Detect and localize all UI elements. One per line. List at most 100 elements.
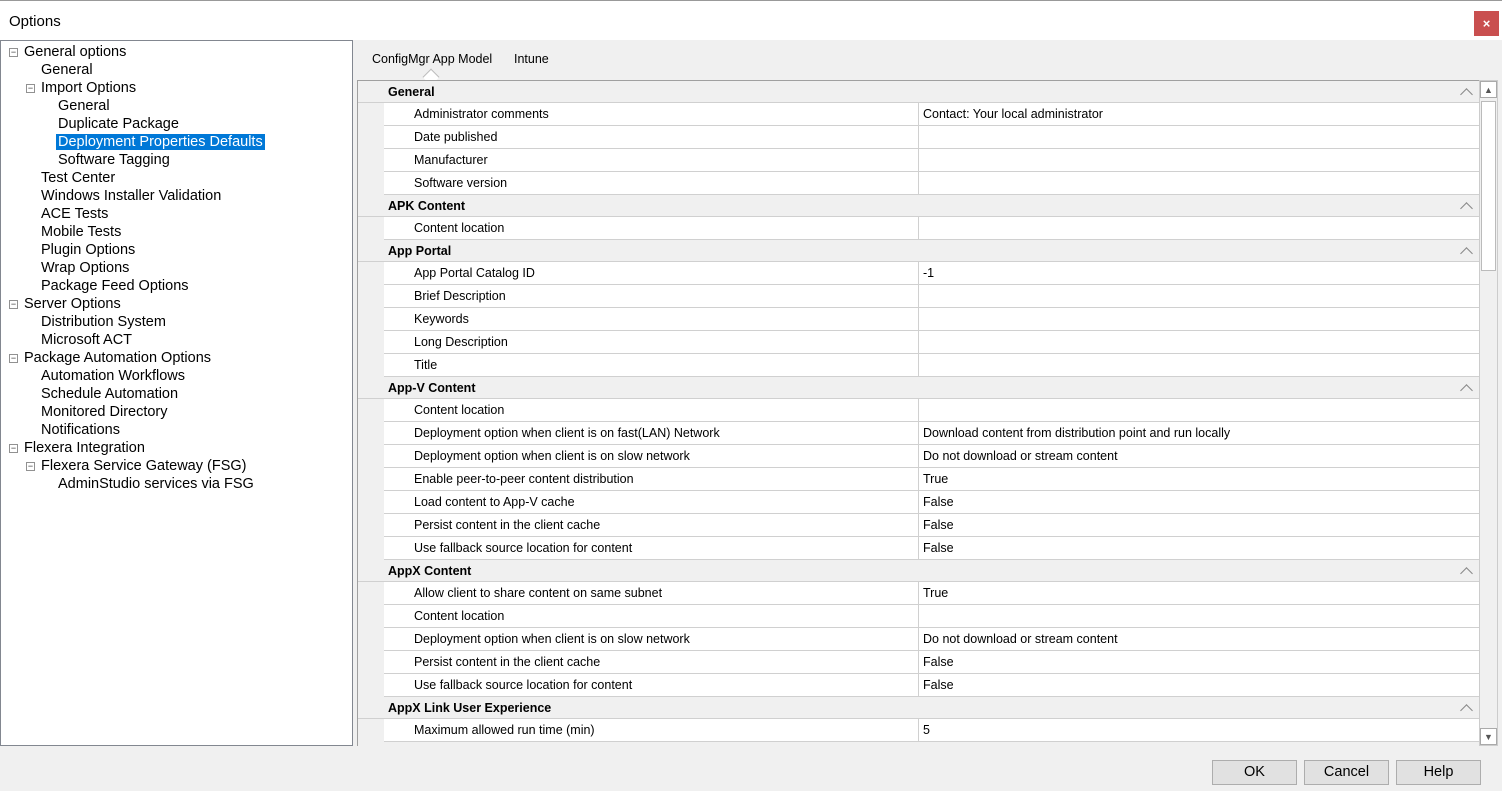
property-value[interactable]: False: [923, 518, 954, 532]
property-row[interactable]: Content location: [384, 399, 1479, 422]
property-value[interactable]: True: [923, 586, 949, 600]
tree-item[interactable]: Schedule Automation: [41, 385, 178, 403]
tree-item[interactable]: − Package Automation Options: [9, 349, 211, 367]
property-row[interactable]: Persist content in the client cache False: [384, 651, 1479, 674]
property-row[interactable]: Deployment option when client is on slow…: [384, 445, 1479, 468]
tree-item[interactable]: General: [41, 61, 93, 79]
property-value[interactable]: [919, 308, 923, 330]
property-value[interactable]: [919, 126, 923, 148]
property-row[interactable]: Load content to App-V cache False: [384, 491, 1479, 514]
close-button[interactable]: ×: [1474, 11, 1499, 36]
tree-item[interactable]: Microsoft ACT: [41, 331, 132, 349]
category-header[interactable]: App-V Content: [358, 377, 1479, 399]
property-row[interactable]: Software version: [384, 172, 1479, 195]
collapse-icon[interactable]: −: [26, 461, 35, 471]
property-value[interactable]: False: [923, 541, 954, 555]
tab-configmgr-app-model[interactable]: ConfigMgr App Model: [372, 52, 493, 66]
tree-item[interactable]: Plugin Options: [41, 241, 135, 259]
tree-item[interactable]: Distribution System: [41, 313, 166, 331]
tree-item[interactable]: Monitored Directory: [41, 403, 168, 421]
property-value[interactable]: [919, 399, 923, 421]
property-row[interactable]: Keywords: [384, 308, 1479, 331]
property-value[interactable]: [919, 331, 923, 353]
property-value[interactable]: 5: [923, 723, 930, 737]
tree-item[interactable]: Software Tagging: [58, 151, 170, 169]
tree-item[interactable]: − Import Options: [26, 79, 136, 97]
property-row[interactable]: Manufacturer: [384, 149, 1479, 172]
property-value[interactable]: [919, 172, 923, 194]
tree-item[interactable]: Duplicate Package: [58, 115, 179, 133]
tab-intune[interactable]: Intune: [514, 52, 549, 66]
collapse-icon[interactable]: −: [9, 353, 18, 363]
tree-item[interactable]: − General options: [9, 43, 126, 61]
property-row[interactable]: Content location: [384, 605, 1479, 628]
collapse-icon[interactable]: −: [9, 299, 18, 309]
tree-item[interactable]: Notifications: [41, 421, 120, 439]
tree-item[interactable]: − Server Options: [9, 295, 121, 313]
chevron-up-icon[interactable]: [1460, 704, 1473, 717]
cancel-button[interactable]: Cancel: [1304, 760, 1389, 785]
property-value[interactable]: [919, 285, 923, 307]
property-row[interactable]: Date published: [384, 126, 1479, 149]
property-row[interactable]: Maximum allowed run time (min) 5: [384, 719, 1479, 742]
tree-item[interactable]: AdminStudio services via FSG: [58, 475, 254, 493]
chevron-up-icon[interactable]: [1460, 567, 1473, 580]
tree-item[interactable]: − Flexera Integration: [9, 439, 145, 457]
property-value[interactable]: [919, 605, 923, 627]
scroll-thumb[interactable]: [1481, 101, 1496, 271]
vertical-scrollbar[interactable]: ▲ ▼: [1479, 80, 1498, 746]
chevron-up-icon[interactable]: [1460, 384, 1473, 397]
category-header[interactable]: APK Content: [358, 195, 1479, 217]
property-value[interactable]: Contact: Your local administrator: [923, 107, 1103, 121]
category-header[interactable]: AppX Content: [358, 560, 1479, 582]
category-header[interactable]: App Portal: [358, 240, 1479, 262]
help-button[interactable]: Help: [1396, 760, 1481, 785]
chevron-up-icon[interactable]: [1460, 88, 1473, 101]
property-value[interactable]: Download content from distribution point…: [923, 426, 1231, 440]
collapse-icon[interactable]: −: [26, 83, 35, 93]
tree-item[interactable]: General: [58, 97, 110, 115]
category-header[interactable]: General: [358, 81, 1479, 103]
property-value[interactable]: Do not download or stream content: [923, 632, 1118, 646]
property-row[interactable]: Enable peer-to-peer content distribution…: [384, 468, 1479, 491]
tree-item[interactable]: Test Center: [41, 169, 115, 187]
property-row[interactable]: Use fallback source location for content…: [384, 674, 1479, 697]
property-value[interactable]: True: [923, 472, 949, 486]
tree-item[interactable]: Wrap Options: [41, 259, 129, 277]
property-row[interactable]: Deployment option when client is on fast…: [384, 422, 1479, 445]
property-row[interactable]: Long Description: [384, 331, 1479, 354]
scroll-down-icon[interactable]: ▼: [1480, 728, 1497, 745]
tree-item[interactable]: − Flexera Service Gateway (FSG): [26, 457, 246, 475]
tree-item[interactable]: Deployment Properties Defaults: [56, 133, 265, 151]
property-row[interactable]: Title: [384, 354, 1479, 377]
property-row[interactable]: Deployment option when client is on slow…: [384, 628, 1479, 651]
property-value[interactable]: [919, 354, 923, 376]
chevron-up-icon[interactable]: [1460, 202, 1473, 215]
tree-item[interactable]: Mobile Tests: [41, 223, 121, 241]
property-row[interactable]: Use fallback source location for content…: [384, 537, 1479, 560]
collapse-icon[interactable]: −: [9, 47, 18, 57]
options-tree[interactable]: − General options General − Import Options Ge…: [0, 40, 353, 746]
property-value[interactable]: -1: [923, 266, 935, 280]
tree-item[interactable]: Windows Installer Validation: [41, 187, 221, 205]
category-header[interactable]: AppX Link User Experience: [358, 697, 1479, 719]
property-row[interactable]: App Portal Catalog ID -1: [384, 262, 1479, 285]
property-row[interactable]: Content location: [384, 217, 1479, 240]
collapse-icon[interactable]: −: [9, 443, 18, 453]
property-value[interactable]: [919, 149, 923, 171]
property-row[interactable]: Brief Description: [384, 285, 1479, 308]
tree-item[interactable]: Automation Workflows: [41, 367, 185, 385]
ok-button[interactable]: OK: [1212, 760, 1297, 785]
property-row[interactable]: Allow client to share content on same su…: [384, 582, 1479, 605]
property-value[interactable]: Do not download or stream content: [923, 449, 1118, 463]
property-value[interactable]: False: [923, 678, 954, 692]
chevron-up-icon[interactable]: [1460, 247, 1473, 260]
tree-item[interactable]: ACE Tests: [41, 205, 108, 223]
property-value[interactable]: False: [923, 495, 954, 509]
property-value[interactable]: [919, 217, 923, 239]
tree-item[interactable]: Package Feed Options: [41, 277, 189, 295]
property-value[interactable]: False: [923, 655, 954, 669]
scroll-up-icon[interactable]: ▲: [1480, 81, 1497, 98]
property-row[interactable]: Persist content in the client cache False: [384, 514, 1479, 537]
property-row[interactable]: Administrator comments Contact: Your loca…: [384, 103, 1479, 126]
